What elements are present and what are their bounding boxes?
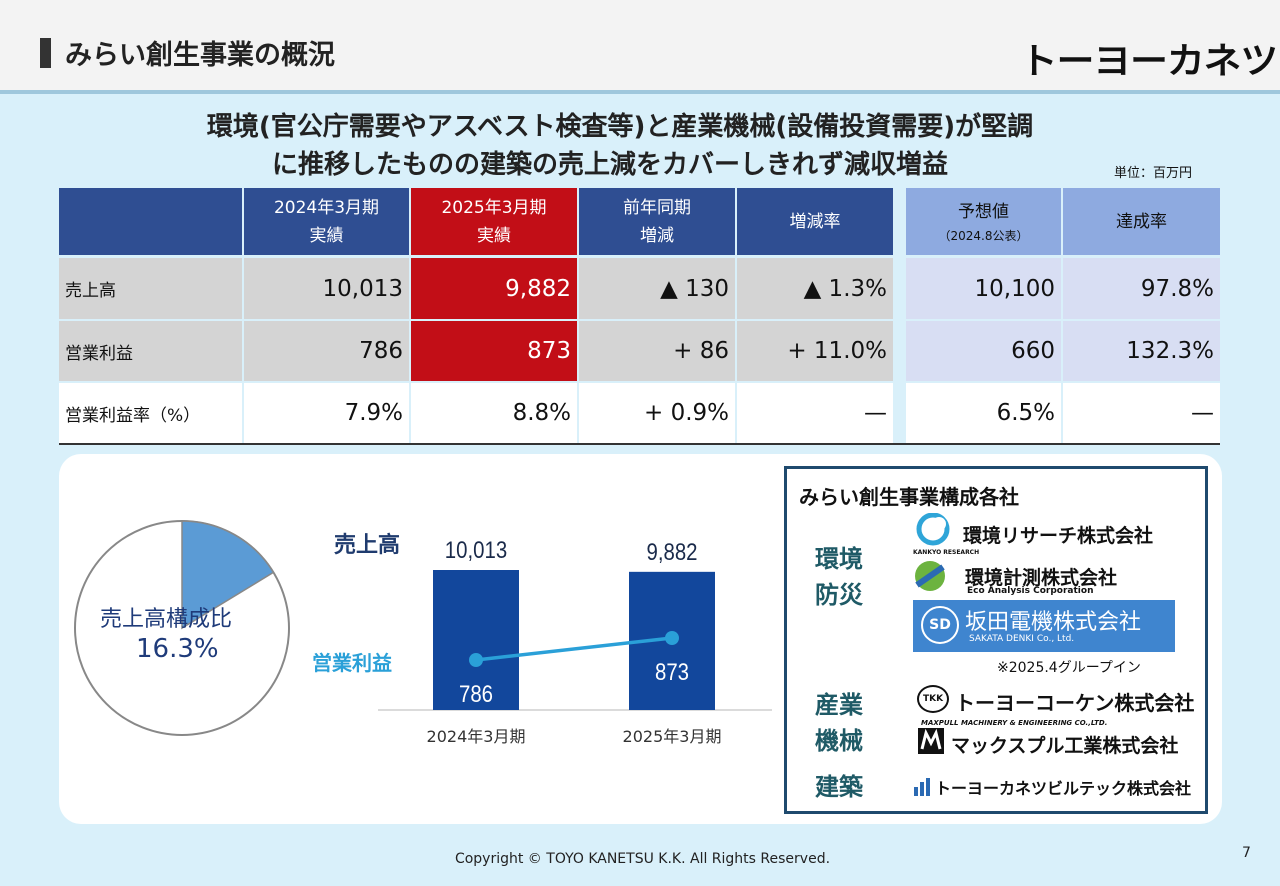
x-tick-label: 2025年3月期: [623, 727, 722, 746]
unit-label: 単位：百万円: [1114, 166, 1193, 181]
company-logo: トーヨーカネツ: [1019, 41, 1278, 82]
header-line: 予想値: [958, 201, 1009, 222]
maxpull-logo-icon: [918, 728, 944, 754]
table-cell: 786: [244, 321, 409, 381]
table-cell: 6.5%: [906, 383, 1061, 443]
table-cell: ▲ 130: [579, 258, 735, 319]
sales-value-label: 10,013: [445, 536, 507, 563]
company-biltech: トーヨーカネツビルテック株式会社: [935, 779, 1192, 798]
category-line: 機械: [815, 727, 863, 755]
company-sakata: 坂田電機株式会社: [965, 610, 1142, 635]
sales-bar: [433, 570, 519, 710]
table-cell: 132.3%: [1063, 321, 1220, 381]
company-sub: Eco Analysis Corporation: [967, 586, 1094, 596]
company-toyo-koken: トーヨーコーケン株式会社: [955, 691, 1195, 715]
category-machinery: 産業 機械: [815, 687, 863, 759]
table-cell: 97.8%: [1063, 258, 1220, 319]
companies-title: みらい創生事業構成各社: [799, 485, 1019, 509]
table-header-col2: 2025年3月期 実績: [411, 188, 577, 255]
page-number: 7: [1242, 845, 1251, 861]
page-title: みらい創生事業の概況: [40, 33, 335, 72]
company-sub: SAKATA DENKI Co., Ltd.: [969, 634, 1075, 644]
table-cell: 873: [411, 321, 577, 381]
profit-point: [665, 631, 679, 645]
group-in-note: ※2025.4グループイン: [997, 660, 1141, 676]
results-table: 2024年3月期 実績 2025年3月期 実績 前年同期 増減 増減率 予想値 …: [59, 188, 1220, 444]
table-header-col1: 2024年3月期 実績: [244, 188, 409, 255]
title-bar-marker: [40, 37, 51, 68]
table-cell: 10,100: [906, 258, 1061, 319]
x-tick-label: 2024年3月期: [427, 727, 526, 746]
table-cell: ▲ 1.3%: [737, 258, 893, 319]
row-label-operating-profit: 営業利益: [59, 321, 242, 381]
headline-line-1: 環境(官公庁需要やアスベスト検査等)と産業機械(設備投資需要)が堅調: [206, 112, 1034, 142]
header-line: 達成率: [1116, 211, 1167, 232]
row-label-margin: 営業利益率（%）: [59, 383, 242, 443]
headline: 環境(官公庁需要やアスベスト検査等)と産業機械(設備投資需要)が堅調 に推移した…: [0, 108, 1280, 184]
legend-profit: 営業利益: [312, 651, 392, 675]
category-env: 環境 防災: [815, 541, 863, 613]
header-line: 2024年3月期: [273, 197, 380, 218]
pie-slice-mirai: [181, 520, 275, 630]
headline-line-2: に推移したものの建築の売上減をカバーしきれず減収増益: [271, 150, 948, 180]
category-line: 産業: [815, 691, 863, 719]
table-header-col5: 予想値 （2024.8公表）: [906, 188, 1061, 255]
page-title-text: みらい創生事業の概況: [65, 40, 335, 71]
table-cell: 660: [906, 321, 1061, 381]
eco-analysis-logo-icon: [915, 561, 945, 591]
pie-label: 売上高構成比: [100, 607, 233, 632]
profit-value-label: 873: [655, 658, 689, 685]
category-line: 防災: [815, 581, 863, 609]
table-cell: 7.9%: [244, 383, 409, 443]
header-line: 2025年3月期: [441, 197, 547, 218]
category-building: 建築: [815, 769, 863, 805]
company-kankyo-research: 環境リサーチ株式会社: [963, 525, 1154, 547]
profit-point: [469, 653, 483, 667]
header-subline: （2024.8公表）: [938, 228, 1029, 243]
header-line: 実績: [477, 225, 511, 246]
table-header-col3: 前年同期 増減: [579, 188, 735, 255]
category-line: 環境: [815, 545, 863, 573]
table-cell: 9,882: [411, 258, 577, 319]
category-line: 建築: [815, 773, 863, 801]
header-line: 増減率: [789, 211, 841, 232]
profit-line: [475, 636, 673, 662]
company-maxpull: マックスプル工業株式会社: [951, 735, 1179, 757]
header-line: 実績: [309, 225, 344, 246]
copyright: Copyright © TOYO KANETSU K.K. All Rights…: [454, 851, 831, 867]
company-sub: MAXPULL MACHINERY & ENGINEERING CO.,LTD.: [921, 719, 1108, 727]
sakata-logo-icon: SD: [921, 606, 959, 644]
companies-box: みらい創生事業構成各社 環境 防災 産業 機械 建築 KANKYO RESEAR…: [784, 466, 1208, 814]
table-cell: 10,013: [244, 258, 409, 319]
header-line: 前年同期: [623, 197, 691, 218]
table-header-col6: 達成率: [1063, 188, 1220, 255]
tkk-logo-icon: TKK: [917, 685, 949, 713]
kankyo-research-logo-icon: [916, 513, 950, 546]
table-bottom-rule: [59, 443, 1220, 445]
table-header-col4: 増減率: [737, 188, 893, 255]
company-sakata-banner: SD 坂田電機株式会社 SAKATA DENKI Co., Ltd.: [913, 600, 1175, 652]
header-line: 増減: [640, 225, 674, 246]
table-cell: + 86: [579, 321, 735, 381]
biltech-logo-icon: [914, 778, 930, 796]
table-cell: + 11.0%: [737, 321, 893, 381]
pie-value: 16.3%: [136, 634, 219, 664]
row-label-sales: 売上高: [59, 258, 242, 319]
header-bar: みらい創生事業の概況 トーヨーカネツ: [0, 0, 1280, 94]
table-cell: —: [737, 383, 893, 443]
company-sub: KANKYO RESEARCH: [913, 549, 980, 556]
table-cell: + 0.9%: [579, 383, 735, 443]
sales-value-label: 9,882: [646, 538, 697, 565]
table-cell: 8.8%: [411, 383, 577, 443]
profit-value-label: 786: [459, 680, 493, 707]
sales-share-pie: [74, 520, 290, 736]
company-eco-analysis: 環境計測株式会社: [965, 567, 1118, 589]
table-cell: —: [1063, 383, 1220, 443]
legend-sales: 売上高: [334, 532, 400, 558]
table-header-blank: [59, 188, 242, 255]
